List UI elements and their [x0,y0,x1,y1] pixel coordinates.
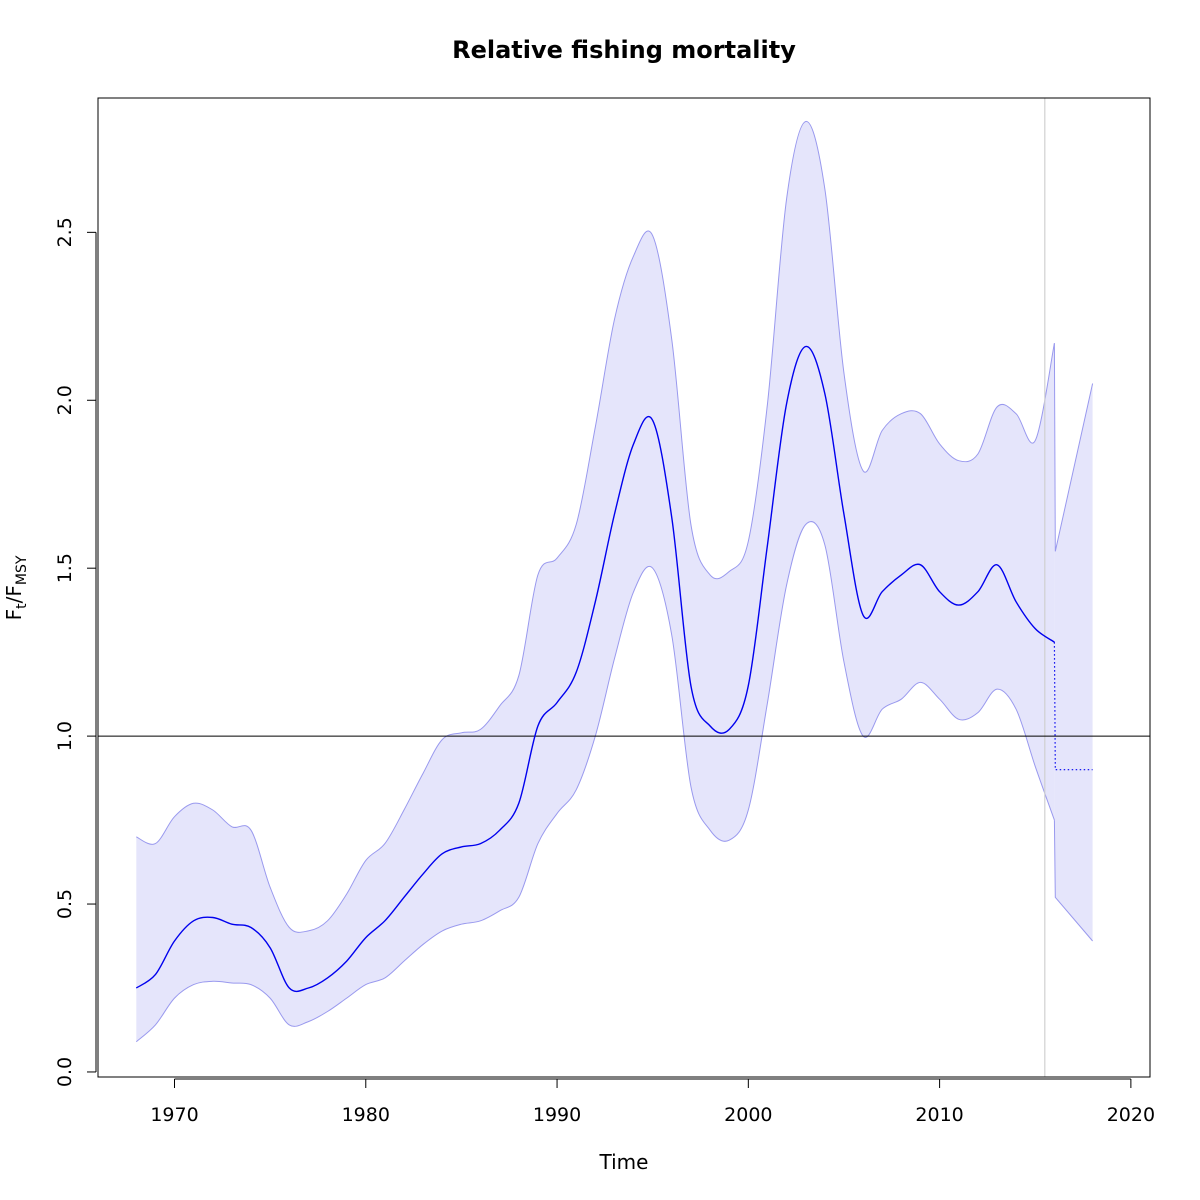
y-tick-label: 2.5 [54,217,76,247]
y-tick-label: 2.0 [54,385,76,415]
estimate-line [135,345,1055,993]
y-label-slash: /F [2,585,26,603]
plot-area [98,98,1150,1077]
y-tick-label: 0.5 [54,889,76,919]
forecast-line [1053,642,1093,771]
plot-frame [97,97,1151,1078]
chart-title: Relative fishing mortality [452,36,796,64]
x-tick-label: 2000 [724,1104,772,1126]
y-axis-label: Ft/FMSY [2,555,30,620]
confidence-band [136,121,1055,1042]
y-axis: 0.0 0.5 1.0 1.5 2.0 2.5 [54,217,97,1087]
y-label-main: F [2,609,26,621]
x-axis: 1970 1980 1990 2000 2010 2020 [150,1078,1155,1126]
y-tick-label: 0.0 [54,1057,76,1087]
x-tick-label: 2010 [915,1104,963,1126]
lower-bound-line [135,521,1055,1043]
y-tick-label: 1.5 [54,553,76,583]
x-tick-label: 1970 [150,1104,198,1126]
y-tick-label: 1.0 [54,721,76,751]
x-tick-label: 1990 [533,1104,581,1126]
forecast-confidence-band [1054,343,1093,941]
x-axis-label: Time [599,1150,649,1174]
x-tick-label: 1980 [342,1104,390,1126]
forecast-upper-line [1053,343,1094,552]
y-label-sub2: MSY [14,555,30,585]
forecast-lower-line [1053,820,1093,942]
y-label-sub1: t [14,603,30,609]
upper-bound-line [136,121,1055,933]
x-tick-label: 2020 [1107,1104,1155,1126]
